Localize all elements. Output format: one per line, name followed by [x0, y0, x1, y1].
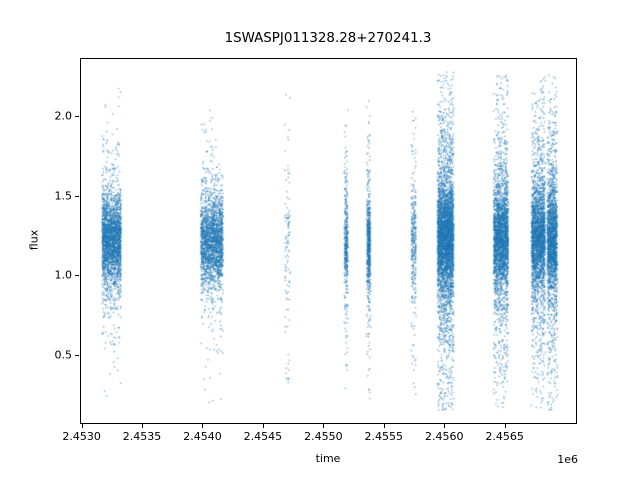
x-tick-label: 2.4535 — [122, 430, 162, 443]
x-tick-label: 2.4530 — [62, 430, 101, 443]
x-tick-mark — [504, 424, 506, 428]
x-tick-mark — [262, 424, 264, 428]
y-tick-mark — [75, 354, 79, 356]
y-tick-label: 1.0 — [54, 268, 73, 282]
x-tick-mark — [142, 424, 144, 428]
x-tick-mark — [323, 424, 325, 428]
x-tick-label: 2.4560 — [424, 430, 464, 443]
x-tick-mark — [444, 424, 446, 428]
y-tick-label: 2.0 — [54, 109, 73, 123]
chart-title: 1SWASPJ011328.28+270241.3 — [224, 31, 432, 46]
y-axis-label: flux — [27, 229, 41, 251]
y-tick-mark — [75, 195, 79, 197]
x-tick-label: 2.4540 — [183, 430, 222, 443]
x-axis-offset-label: 1e6 — [557, 453, 578, 466]
scatter-points-canvas — [81, 59, 576, 423]
y-tick-label: 0.5 — [54, 348, 73, 362]
x-tick-mark — [383, 424, 385, 428]
x-tick-label: 2.4545 — [243, 430, 283, 443]
x-tick-label: 2.4565 — [485, 430, 524, 443]
x-tick-label: 2.4555 — [364, 430, 404, 443]
y-tick-label: 1.5 — [54, 189, 73, 203]
y-tick-mark — [75, 116, 79, 118]
x-tick-label: 2.4550 — [304, 430, 343, 443]
x-tick-mark — [202, 424, 204, 428]
x-axis-label: time — [315, 452, 341, 465]
x-tick-mark — [81, 424, 83, 428]
plot-area — [80, 58, 577, 424]
y-tick-mark — [75, 275, 79, 277]
